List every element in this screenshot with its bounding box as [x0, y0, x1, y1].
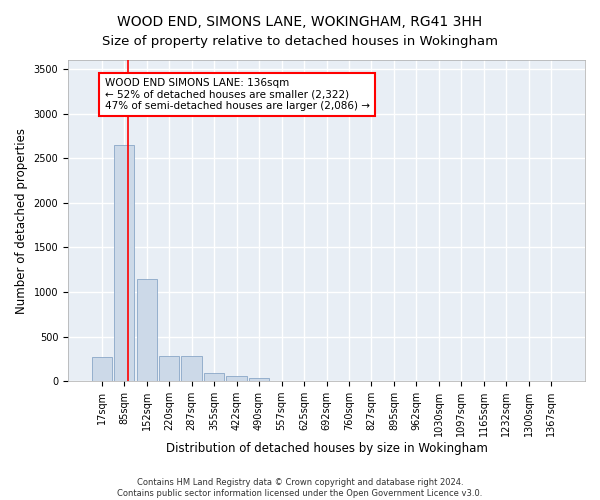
Text: Size of property relative to detached houses in Wokingham: Size of property relative to detached ho…: [102, 35, 498, 48]
Text: WOOD END, SIMONS LANE, WOKINGHAM, RG41 3HH: WOOD END, SIMONS LANE, WOKINGHAM, RG41 3…: [118, 15, 482, 29]
Bar: [92, 357, 112, 381]
Text: WOOD END SIMONS LANE: 136sqm
← 52% of detached houses are smaller (2,322)
47% of: WOOD END SIMONS LANE: 136sqm ← 52% of de…: [104, 78, 370, 111]
Y-axis label: Number of detached properties: Number of detached properties: [15, 128, 28, 314]
Bar: [181, 356, 202, 381]
Bar: [114, 145, 134, 381]
Bar: [137, 278, 157, 381]
Bar: [204, 373, 224, 381]
Bar: [159, 356, 179, 381]
X-axis label: Distribution of detached houses by size in Wokingham: Distribution of detached houses by size …: [166, 442, 487, 455]
Bar: [249, 378, 269, 381]
Bar: [226, 376, 247, 381]
Text: Contains HM Land Registry data © Crown copyright and database right 2024.
Contai: Contains HM Land Registry data © Crown c…: [118, 478, 482, 498]
